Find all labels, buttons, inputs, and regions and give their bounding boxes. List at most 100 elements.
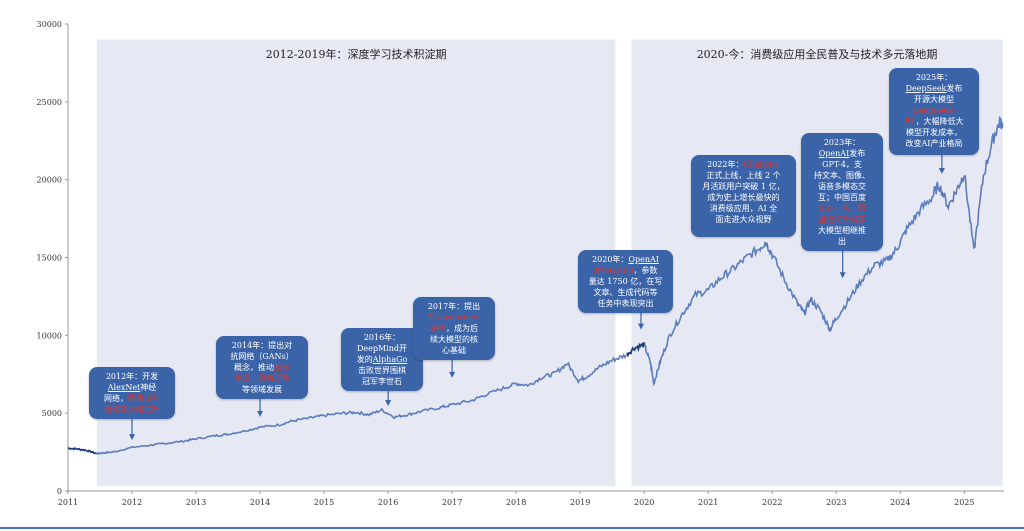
annotation-line: 任务中表现突出 — [581, 298, 670, 309]
x-tick-label: 2019 — [570, 498, 590, 507]
annotation-text: ChatGPT — [743, 160, 780, 169]
annotation-text: GPT-4，支 — [822, 160, 862, 169]
annotation-arrowhead — [449, 371, 456, 378]
annotation-box: 2025年： DeepSeek发布 开源大模型 DeepSeek- R1，大幅降低大 模型… — [889, 68, 979, 155]
annotation-line: 2012年：开发 — [92, 371, 172, 382]
annotation-line: Transformer — [416, 312, 492, 323]
annotation-text: 生成、风格迁移 — [234, 374, 290, 383]
annotation-text: OpenAI — [628, 255, 659, 264]
y-tick-label: 20000 — [37, 176, 62, 185]
annotation-line: DeepSeek发布 — [892, 83, 976, 94]
annotation-arrowhead — [385, 399, 392, 406]
annotation-text: 网络， — [104, 394, 128, 403]
annotation-text: 发布 — [946, 84, 963, 93]
annotation-text: R1 — [904, 117, 916, 126]
annotation-text: Transformer — [428, 313, 480, 322]
bottom-rule — [0, 527, 1024, 529]
annotation-text: 2022年： — [707, 160, 744, 169]
annotation-text: 2025年： — [915, 73, 953, 82]
annotation-text: 面走进大众视野 — [715, 215, 772, 224]
annotation-text: 图像 — [274, 363, 290, 372]
series-line — [96, 353, 627, 455]
annotation-line: GPT-4，支 — [804, 159, 880, 170]
annotation-line: 开源大模型 — [892, 94, 976, 105]
series-line-highlight — [626, 342, 646, 358]
y-tick-label: 0 — [57, 487, 62, 496]
annotation-arrowhead — [257, 410, 264, 417]
annotation-box: 2017年：提出 Transformer 架构，成为后 续大模型的核 心基础 — [413, 297, 495, 360]
annotation-text: 发布GPT-3 — [593, 266, 634, 275]
y-tick-label: 10000 — [37, 331, 62, 340]
annotation-text: 发布 — [849, 149, 866, 158]
annotation-text: 改变AI产业格局 — [905, 139, 963, 148]
period-title: 2020-今：消费级应用全民普及与技术多元落地期 — [696, 47, 938, 61]
annotation-text: 出 — [838, 237, 846, 246]
annotation-line: 2014年：提出对 — [219, 340, 305, 351]
annotation-text: 冠军李世石 — [362, 377, 402, 386]
annotation-line: 续大模型的核 — [416, 334, 492, 345]
annotation-text: 2020年： — [592, 255, 629, 264]
annotation-text: 月活跃用户突破 1 亿， — [702, 182, 785, 191]
series-line-highlight — [68, 447, 97, 455]
x-tick-label: 2017 — [442, 498, 462, 507]
annotation-text: 任务中表现突出 — [597, 299, 654, 308]
annotation-line: 发布GPT-3，参数 — [581, 265, 670, 276]
annotation-line: 概念，推动图像 — [219, 362, 305, 373]
annotation-text: 2016年： — [363, 333, 401, 342]
x-tick-label: 2011 — [58, 498, 78, 507]
annotation-text: 语音多模态交 — [818, 182, 866, 191]
annotation-text: DeepMind开 — [356, 344, 408, 353]
annotation-text: 抗网络（GANs） — [230, 352, 294, 361]
annotation-text: 2017年：提出 — [427, 302, 481, 311]
y-tick-label: 25000 — [37, 98, 62, 107]
y-tick-label: 15000 — [37, 254, 62, 263]
annotation-line: 互；中国百度 — [804, 192, 880, 203]
annotation-line: 2017年：提出 — [416, 301, 492, 312]
annotation-line: 抗网络（GANs） — [219, 351, 305, 362]
annotation-line: 文心一言、阿 — [804, 203, 880, 214]
annotation-text: 2014年：提出对 — [231, 341, 293, 350]
annotation-line: 准确率大幅提升 — [92, 404, 172, 415]
annotation-text: 图像识别 — [128, 394, 160, 403]
x-tick-label: 2016 — [378, 498, 398, 507]
annotation-text: 2012年：开发 — [105, 372, 159, 381]
annotation-line: DeepMind开 — [344, 343, 420, 354]
annotation-arrowhead — [938, 167, 945, 174]
annotation-line: DeepSeek- — [892, 105, 976, 116]
annotation-line: 2016年： — [344, 332, 420, 343]
annotation-text: OpenAI — [818, 149, 850, 158]
annotation-box: 2014年：提出对 抗网络（GANs） 概念，推动图像 生成、风格迁移 等领域发展 — [216, 336, 308, 399]
annotation-text: 等领域发展 — [242, 385, 282, 394]
annotation-box: 2016年： DeepMind开 发的AlphaGo 击败世界围棋 冠军李世石 — [341, 328, 423, 391]
annotation-line: AlexNet神经 — [92, 382, 172, 393]
annotation-line: 量达 1750 亿，在写 — [581, 276, 670, 287]
annotation-line: 正式上线，上线 2 个 — [694, 170, 793, 181]
series-line — [643, 116, 1004, 387]
annotation-line: 大模型相继推 — [804, 225, 880, 236]
annotation-line: 改变AI产业格局 — [892, 138, 976, 149]
x-tick-label: 2018 — [506, 498, 526, 507]
annotation-line: 2023年： — [804, 137, 880, 148]
annotation-text: 击败世界围棋 — [358, 366, 406, 375]
annotation-text: 正式上线，上线 2 个 — [706, 171, 781, 180]
annotation-text: 持文本、图像、 — [814, 171, 870, 180]
annotation-text: 文心一言、阿 — [818, 204, 866, 213]
annotation-text: 神经 — [140, 383, 157, 392]
annotation-line: R1，大幅降低大 — [892, 116, 976, 127]
x-tick-label: 2012 — [122, 498, 142, 507]
annotation-text: AlphaGo — [372, 355, 408, 364]
x-tick-label: 2020 — [634, 498, 654, 507]
annotation-line: 持文本、图像、 — [804, 170, 880, 181]
annotation-text: 互；中国百度 — [818, 193, 866, 202]
annotation-text: 发的 — [356, 355, 373, 364]
period-title: 2012-2019年：深度学习技术积淀期 — [265, 47, 447, 61]
annotation-text: 概念，推动 — [234, 363, 274, 372]
annotation-line: 语音多模态交 — [804, 181, 880, 192]
annotation-line: 2022年：ChatGPT — [694, 159, 793, 170]
x-tick-label: 2021 — [698, 498, 718, 507]
annotation-arrowhead — [129, 434, 136, 441]
annotation-box: 2023年： OpenAI发布 GPT-4，支 持文本、图像、 语音多模态交 互；中国百度… — [801, 133, 883, 251]
x-tick-label: 2025 — [954, 498, 974, 507]
x-tick-label: 2015 — [314, 498, 334, 507]
